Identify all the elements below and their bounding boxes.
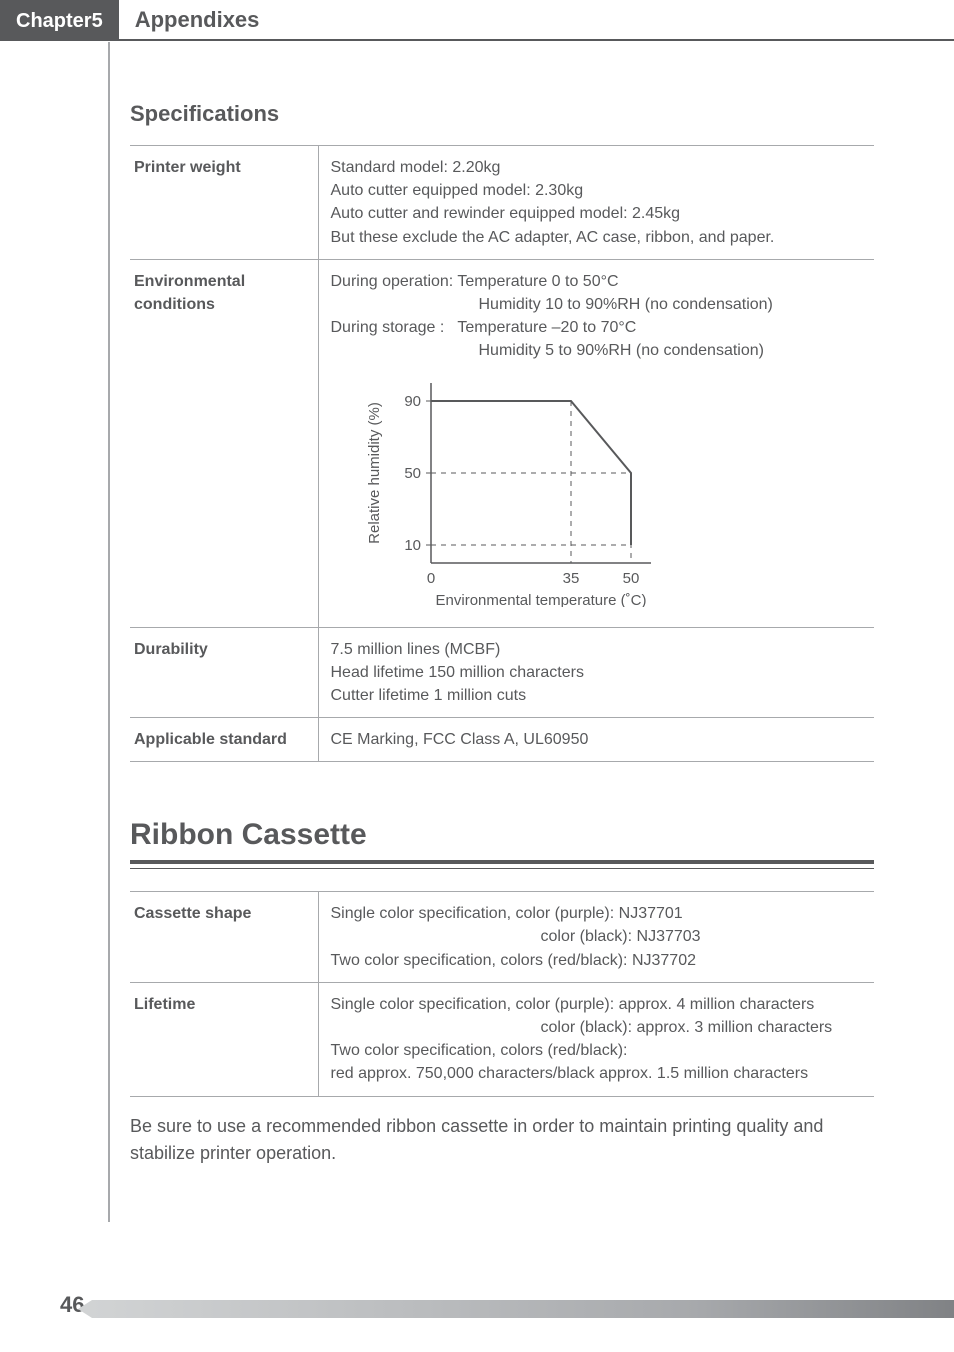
page: Chapter5 Appendixes Specifications Print…: [0, 0, 954, 1352]
section-heading-specifications: Specifications: [130, 101, 874, 127]
chapter-title: Appendixes: [119, 7, 260, 39]
text: Two color specification, colors (red/bla…: [331, 1042, 628, 1059]
text: Humidity 10 to 90%RH (no condensation): [331, 293, 867, 316]
text: color (black): NJ37703: [331, 925, 867, 948]
text: Humidity 5 to 90%RH (no condensation): [331, 339, 867, 362]
humidity-chart-svg: 10 50 90 0 35 50 Environmental temperature (˚C…: [361, 377, 701, 607]
text: Temperature 0 to 50°C: [457, 273, 618, 290]
table-row: Printer weight Standard model: 2.20kg Au…: [130, 146, 874, 260]
footer-strip: [92, 1300, 954, 1318]
text: CE Marking, FCC Class A, UL60950: [331, 731, 589, 748]
row-label-env-conditions: Environmental conditions: [130, 259, 318, 627]
row-label-lifetime: Lifetime: [130, 982, 318, 1096]
text: Single color specification, color (purpl…: [331, 905, 683, 922]
text: During storage :: [331, 319, 445, 336]
svg-text:Relative humidity (%): Relative humidity (%): [366, 402, 383, 544]
text: Head lifetime 150 million characters: [331, 664, 584, 681]
svg-text:90: 90: [404, 393, 421, 410]
table-row: Environmental conditions During operatio…: [130, 259, 874, 627]
specifications-table: Printer weight Standard model: 2.20kg Au…: [130, 145, 874, 762]
text: But these exclude the AC adapter, AC cas…: [331, 229, 775, 246]
svg-text:0: 0: [426, 570, 434, 587]
content-area: Specifications Printer weight Standard m…: [130, 41, 874, 1168]
text: Two color specification, colors (red/bla…: [331, 952, 697, 969]
text: 7.5 million lines (MCBF): [331, 641, 501, 658]
ribbon-note: Be sure to use a recommended ribbon cass…: [130, 1113, 874, 1169]
text: Standard model: 2.20kg: [331, 159, 501, 176]
row-value-printer-weight: Standard model: 2.20kg Auto cutter equip…: [318, 146, 874, 260]
svg-text:35: 35: [562, 570, 579, 587]
row-value-env-conditions: During operation: Temperature 0 to 50°C …: [318, 259, 874, 627]
text: Auto cutter and rewinder equipped model:…: [331, 205, 681, 222]
table-row: Durability 7.5 million lines (MCBF) Head…: [130, 627, 874, 718]
text: Cutter lifetime 1 million cuts: [331, 687, 527, 704]
text: Single color specification, color (purpl…: [331, 996, 815, 1013]
row-label-printer-weight: Printer weight: [130, 146, 318, 260]
text: During operation:: [331, 273, 454, 290]
svg-text:Environmental temperature (˚C): Environmental temperature (˚C): [435, 592, 646, 607]
svg-text:50: 50: [404, 465, 421, 482]
text: Auto cutter equipped model: 2.30kg: [331, 182, 584, 199]
row-value-lifetime: Single color specification, color (purpl…: [318, 982, 874, 1096]
table-row: Applicable standard CE Marking, FCC Clas…: [130, 718, 874, 762]
row-label-applicable-standard: Applicable standard: [130, 718, 318, 762]
text: red approx. 750,000 characters/black app…: [331, 1065, 809, 1082]
table-row: Cassette shape Single color specificatio…: [130, 892, 874, 983]
text: color (black): approx. 3 million charact…: [331, 1016, 867, 1039]
chapter-header: Chapter5 Appendixes: [0, 0, 954, 41]
section-heading-ribbon: Ribbon Cassette: [130, 818, 874, 864]
humidity-chart: 10 50 90 0 35 50 Environmental temperature (˚C…: [361, 377, 701, 607]
row-value-applicable-standard: CE Marking, FCC Class A, UL60950: [318, 718, 874, 762]
chapter-tab: Chapter5: [0, 0, 119, 39]
svg-text:50: 50: [622, 570, 639, 587]
row-label-durability: Durability: [130, 627, 318, 718]
table-row: Lifetime Single color specification, col…: [130, 982, 874, 1096]
footer-triangle-icon: [78, 1300, 92, 1318]
left-margin-rule: [108, 42, 110, 1222]
divider: [130, 868, 874, 869]
row-label-cassette-shape: Cassette shape: [130, 892, 318, 983]
ribbon-table: Cassette shape Single color specificatio…: [130, 891, 874, 1096]
row-value-cassette-shape: Single color specification, color (purpl…: [318, 892, 874, 983]
svg-text:10: 10: [404, 537, 421, 554]
text: Temperature –20 to 70°C: [457, 319, 636, 336]
row-value-durability: 7.5 million lines (MCBF) Head lifetime 1…: [318, 627, 874, 718]
